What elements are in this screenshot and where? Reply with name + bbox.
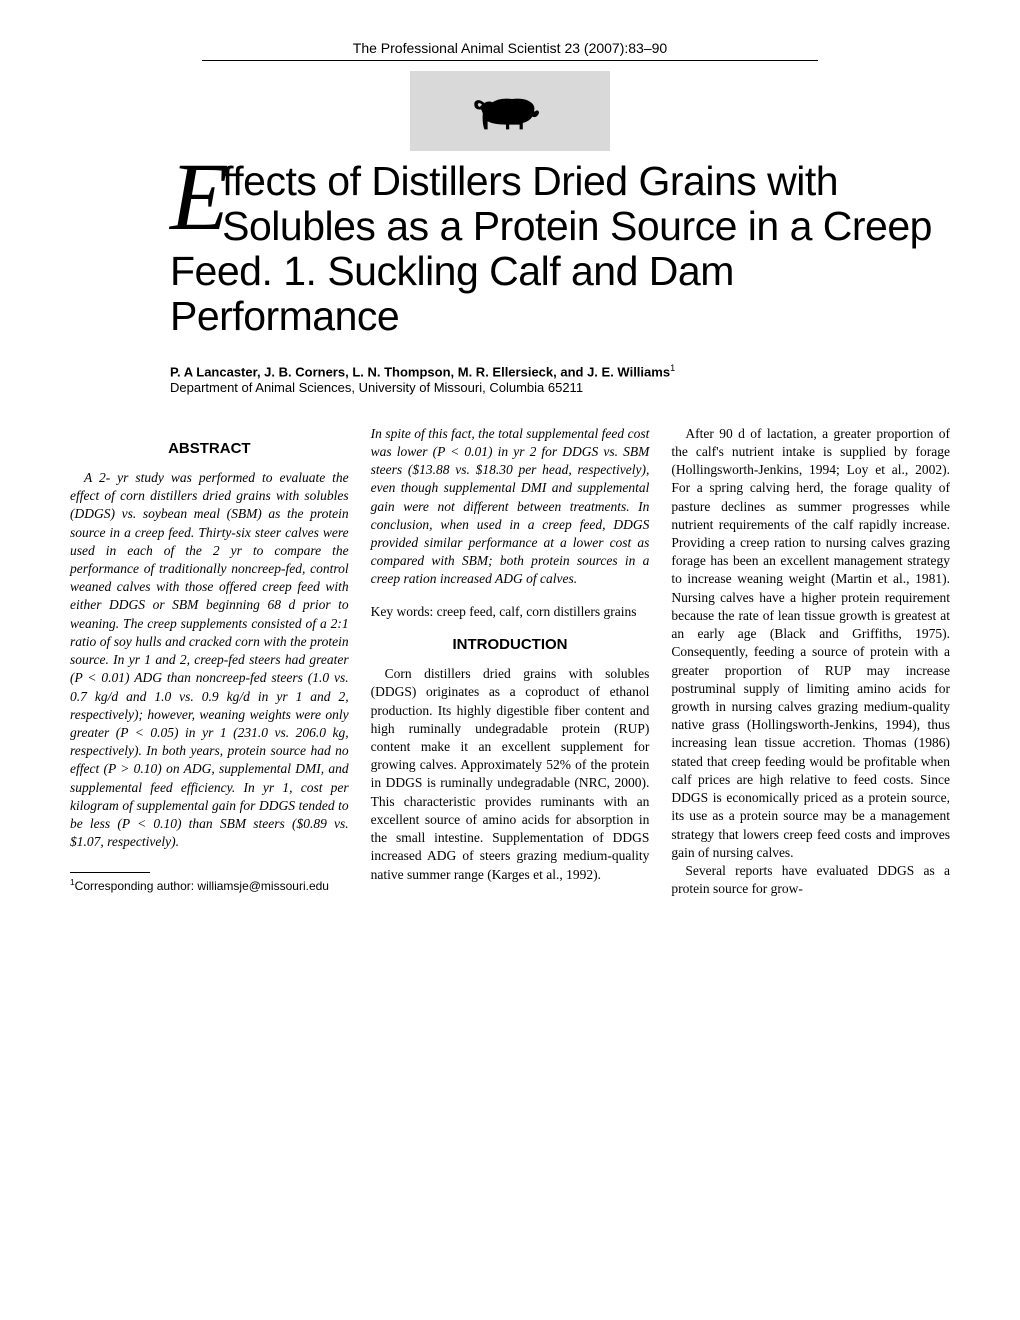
- journal-header: The Professional Animal Scientist 23 (20…: [70, 40, 950, 56]
- abstract-text: A 2- yr study was performed to evaluate …: [70, 469, 349, 852]
- footnote-rule: [70, 872, 150, 873]
- intro-paragraph-3: Several reports have evaluated DDGS as a…: [671, 862, 950, 898]
- title-text: ffects of Distillers Dried Grains with S…: [170, 158, 932, 339]
- authors-block: P. A Lancaster, J. B. Corners, L. N. Tho…: [170, 363, 950, 394]
- intro-paragraph-2: After 90 d of lactation, a greater propo…: [671, 425, 950, 862]
- keywords-line: Key words: creep feed, calf, corn distil…: [371, 603, 650, 621]
- title-dropcap: E: [170, 159, 228, 236]
- abstract-heading: ABSTRACT: [70, 439, 349, 459]
- intro-paragraph-1: Corn distillers dried grains with solubl…: [371, 665, 650, 884]
- author-affiliation: Department of Animal Sciences, Universit…: [170, 380, 583, 395]
- keywords-label: Key words:: [371, 604, 434, 619]
- article-title: Effects of Distillers Dried Grains with …: [170, 159, 950, 339]
- body-columns: ABSTRACT A 2- yr study was performed to …: [70, 425, 950, 899]
- author-footnote-marker: 1: [670, 363, 675, 373]
- cow-icon: [470, 83, 550, 139]
- footnote-text: Corresponding author: williamsje@missour…: [75, 879, 329, 893]
- abstract-continuation: In spite of this fact, the total supplem…: [371, 425, 650, 589]
- corresponding-author-footnote: 1Corresponding author: williamsje@missou…: [70, 877, 349, 894]
- header-rule: [202, 60, 818, 61]
- keywords-text: creep feed, calf, corn distillers grains: [433, 604, 636, 619]
- column-1: ABSTRACT A 2- yr study was performed to …: [70, 425, 349, 899]
- introduction-heading: INTRODUCTION: [371, 635, 650, 655]
- author-names: P. A Lancaster, J. B. Corners, L. N. Tho…: [170, 365, 670, 380]
- column-2: In spite of this fact, the total supplem…: [371, 425, 650, 899]
- subject-icon-box: [410, 71, 610, 151]
- article-title-block: Effects of Distillers Dried Grains with …: [170, 159, 950, 339]
- column-3: After 90 d of lactation, a greater propo…: [671, 425, 950, 899]
